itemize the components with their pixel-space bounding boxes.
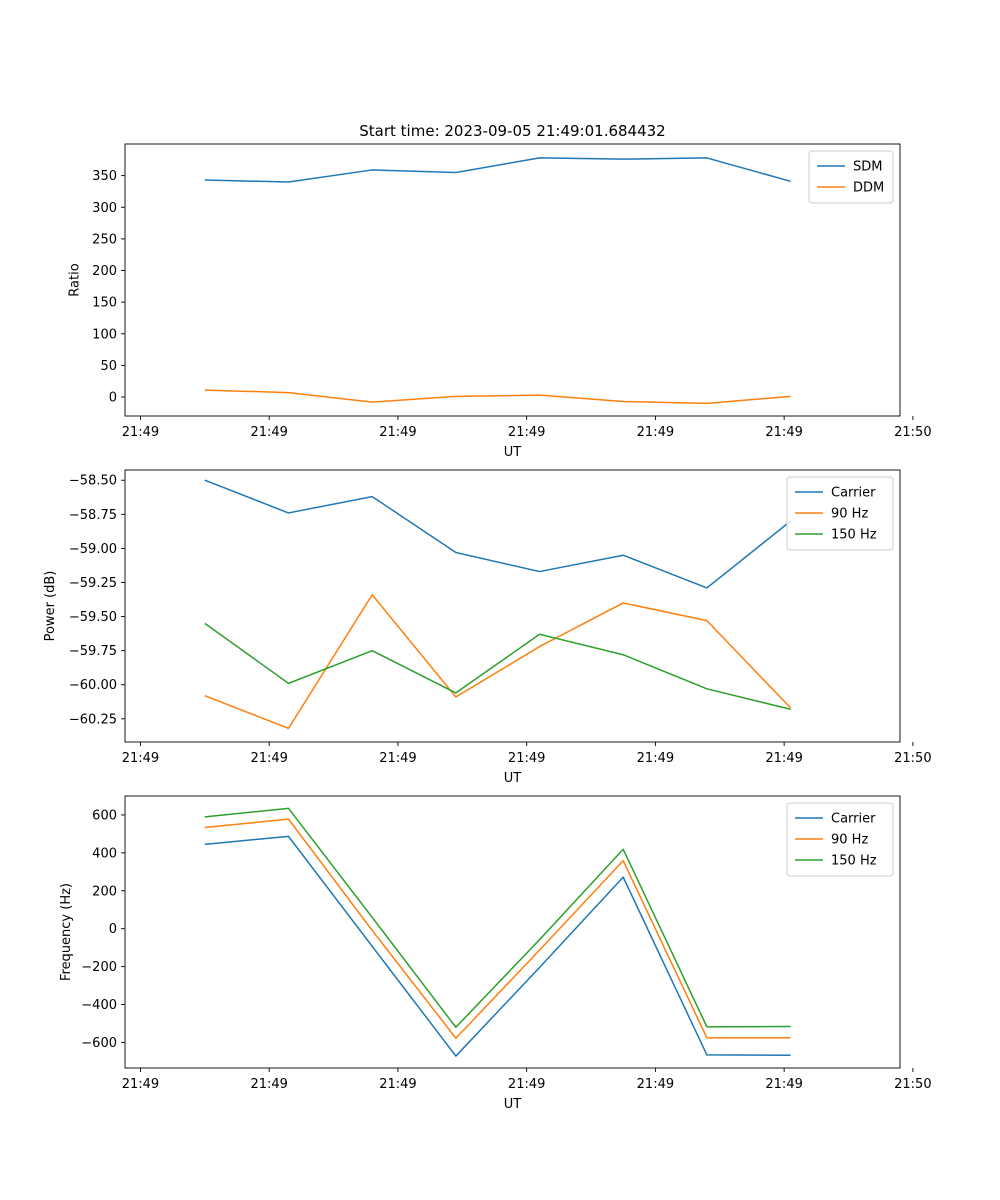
series-line-90-hz [204,594,792,730]
y-tick-label: −600 [81,1036,117,1051]
legend-label: 90 Hz [831,507,868,522]
legend-label: SDM [853,160,882,175]
legend: Carrier 90 Hz 150 Hz [786,802,894,877]
legend-box [808,150,894,204]
legend: Carrier 90 Hz 150 Hz [786,476,894,551]
y-tick-label: −59.75 [69,644,117,659]
y-tick-label: 300 [92,201,117,216]
legend-label: 90 Hz [831,833,868,848]
series-line-carrier [204,835,791,1057]
legend-box [786,476,894,551]
y-tick-label: 50 [100,359,117,374]
y-axis-label: Power (dB) [43,571,58,642]
x-tick-label: 21:49 [250,1077,287,1092]
y-tick-label: 350 [92,169,117,184]
legend-label: 150 Hz [831,528,877,543]
legend: SDM DDM [808,150,894,204]
legend-label: DDM [853,181,884,196]
x-axis-label: UT [504,771,522,786]
x-tick-label: 21:49 [508,751,545,766]
x-tick-label: 21:49 [122,425,159,440]
y-tick-label: −60.25 [69,712,117,727]
series-line-carrier [204,479,792,589]
legend-label: 150 Hz [831,854,877,869]
y-tick-label: 150 [92,296,117,311]
y-tick-label: 600 [92,808,117,823]
x-tick-label: 21:49 [122,751,159,766]
y-axis-label: Ratio [67,263,82,296]
x-tick-label: 21:49 [379,1077,416,1092]
x-tick-label: 21:49 [379,425,416,440]
x-tick-label: 21:49 [122,1077,159,1092]
figure-title: Start time: 2023-09-05 21:49:01.684432 [359,122,665,140]
x-tick-label: 21:49 [765,1077,802,1092]
y-axis-label: Frequency (Hz) [59,883,74,981]
series-line-150-hz [204,807,791,1028]
x-tick-label: 21:49 [637,1077,674,1092]
x-tick-label: 21:49 [250,425,287,440]
x-tick-label: 21:49 [379,751,416,766]
x-tick-label: 21:49 [765,425,802,440]
y-tick-label: −59.25 [69,576,117,591]
legend-box [786,802,894,877]
y-tick-label: −60.00 [69,678,117,693]
legend-label: Carrier [831,812,876,827]
y-tick-label: −58.75 [69,508,117,523]
y-tick-label: 400 [92,846,117,861]
y-tick-label: −400 [81,998,117,1013]
series-line-90-hz [204,818,791,1039]
chart-panel-1: 21:49 21:49 21:49 21:49 21:49 21:49 21:50 UT 0 50… [67,143,932,460]
series-line-150-hz [204,622,791,711]
y-tick-label: 100 [92,327,117,342]
chart-panel-3: 21:49 21:49 21:49 21:49 21:49 21:49 21:50 UT −60… [59,795,932,1112]
y-tick-label: −59.00 [69,542,117,557]
y-tick-label: −200 [81,960,117,975]
x-tick-label: 21:50 [894,425,931,440]
x-axis-label: UT [504,1097,522,1112]
y-tick-label: −59.50 [69,610,117,625]
x-tick-label: 21:49 [637,751,674,766]
x-tick-label: 21:49 [508,1077,545,1092]
y-tick-label: 0 [109,922,117,937]
axes-frame [124,469,901,743]
x-tick-label: 21:49 [637,425,674,440]
x-tick-label: 21:50 [894,751,931,766]
series-line-sdm [204,157,791,183]
x-tick-label: 21:50 [894,1077,931,1092]
axes-frame [124,143,901,417]
axes-frame [124,795,901,1069]
y-tick-label: −58.50 [69,474,117,489]
y-tick-label: 250 [92,232,117,247]
x-tick-label: 21:49 [508,425,545,440]
series-line-ddm [204,389,791,405]
x-axis-label: UT [504,445,522,460]
x-tick-label: 21:49 [250,751,287,766]
legend-label: Carrier [831,486,876,501]
y-tick-label: 0 [109,391,117,406]
y-tick-label: 200 [92,884,117,899]
chart-panel-2: 21:49 21:49 21:49 21:49 21:49 21:49 21:50 UT −60… [43,469,932,786]
y-tick-label: 200 [92,264,117,279]
x-tick-label: 21:49 [765,751,802,766]
